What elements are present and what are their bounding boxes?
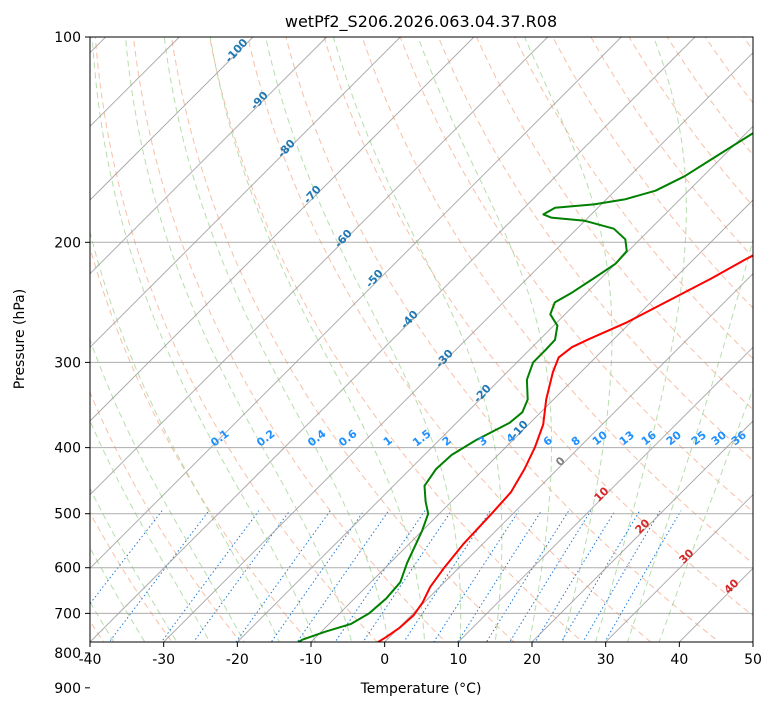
mixing-ratio-line xyxy=(192,510,291,642)
dry-adiabat xyxy=(399,37,753,513)
y-axis-ticks: 1000900800700600500400300200100 xyxy=(54,30,90,697)
isotherm-line xyxy=(678,567,753,642)
mixing-ratio-line xyxy=(509,510,592,642)
y-tick-label: 300 xyxy=(54,355,81,371)
mixing-ratio-line xyxy=(296,510,390,642)
x-tick-label: 40 xyxy=(670,652,688,668)
dry-adiabat xyxy=(323,37,753,617)
y-axis-label: Pressure (hPa) xyxy=(12,289,28,389)
mixing-ratio-line xyxy=(90,510,163,605)
temperature-line xyxy=(376,254,753,642)
moist-adiabat xyxy=(627,236,753,642)
dry-adiabat xyxy=(476,37,753,411)
dry-adiabat xyxy=(437,37,753,462)
isotherm-line xyxy=(162,51,753,642)
chart-title: wetPf2_S206.2026.063.04.37.R08 xyxy=(285,12,557,32)
moist-adiabat xyxy=(90,419,211,642)
dewpoint-line xyxy=(296,132,753,642)
moist-adiabat xyxy=(524,37,613,642)
dry-adiabat xyxy=(132,37,447,642)
moist-adiabat xyxy=(417,37,553,642)
series-layer xyxy=(296,132,753,642)
isotherm-line xyxy=(90,37,696,642)
dry-adiabat xyxy=(514,37,753,360)
isotherm-line xyxy=(310,199,753,642)
moist-adiabat xyxy=(90,487,178,642)
isotherm-line xyxy=(531,420,753,642)
moist-adiabat xyxy=(125,37,353,642)
mixing-ratio-line xyxy=(433,510,520,642)
x-tick-label: -30 xyxy=(152,652,175,668)
isotherm-line xyxy=(90,37,254,201)
grid-lines xyxy=(90,37,753,642)
dry-adiabat xyxy=(170,37,515,642)
dry-adiabat xyxy=(285,37,721,642)
mixing-ratio-line xyxy=(534,510,616,642)
y-tick-label: 500 xyxy=(54,507,81,523)
x-tick-label: -40 xyxy=(79,652,102,668)
dry-adiabat xyxy=(90,511,173,642)
y-tick-label: 600 xyxy=(54,561,81,577)
moist-adiabat xyxy=(163,37,389,642)
y-tick-label: 800 xyxy=(54,646,81,662)
isotherm-line xyxy=(90,37,328,275)
isotherm-line xyxy=(383,272,753,642)
dry-adiabat xyxy=(90,245,310,642)
x-tick-label: 20 xyxy=(523,652,541,668)
moist-adiabat xyxy=(594,37,687,642)
isotherm-line xyxy=(90,37,401,349)
plot-background xyxy=(90,37,753,642)
isotherm-line xyxy=(236,125,753,642)
isotherm-line xyxy=(90,37,622,570)
moist-adiabat xyxy=(91,37,316,642)
x-tick-label: -10 xyxy=(300,652,323,668)
x-tick-label: 30 xyxy=(597,652,615,668)
x-axis-label: Temperature (°C) xyxy=(360,681,482,697)
x-tick-label: 10 xyxy=(449,652,467,668)
x-tick-label: 50 xyxy=(744,652,762,668)
x-tick-label: 0 xyxy=(380,652,389,668)
dry-adiabat xyxy=(771,22,775,708)
x-tick-label: -20 xyxy=(226,652,249,668)
isotherm-line xyxy=(90,37,549,496)
moist-adiabat xyxy=(90,229,280,642)
background-lines xyxy=(90,22,775,708)
isotherm-line xyxy=(90,37,475,422)
y-tick-label: 700 xyxy=(54,606,81,622)
mixing-ratio-line xyxy=(403,510,491,642)
x-axis-ticks: -40 -30 -20 -10 0 10 20 30 40 50 xyxy=(79,642,762,668)
isotherm-line xyxy=(457,346,753,642)
dry-adiabat xyxy=(247,37,652,642)
y-tick-label: 900 xyxy=(54,681,81,697)
y-tick-label: 100 xyxy=(54,30,81,46)
plot-frame xyxy=(89,36,754,643)
y-tick-label: 400 xyxy=(54,441,81,457)
y-tick-label: 200 xyxy=(54,235,81,251)
isotherm-line xyxy=(604,493,753,642)
dry-adiabat xyxy=(361,37,753,564)
